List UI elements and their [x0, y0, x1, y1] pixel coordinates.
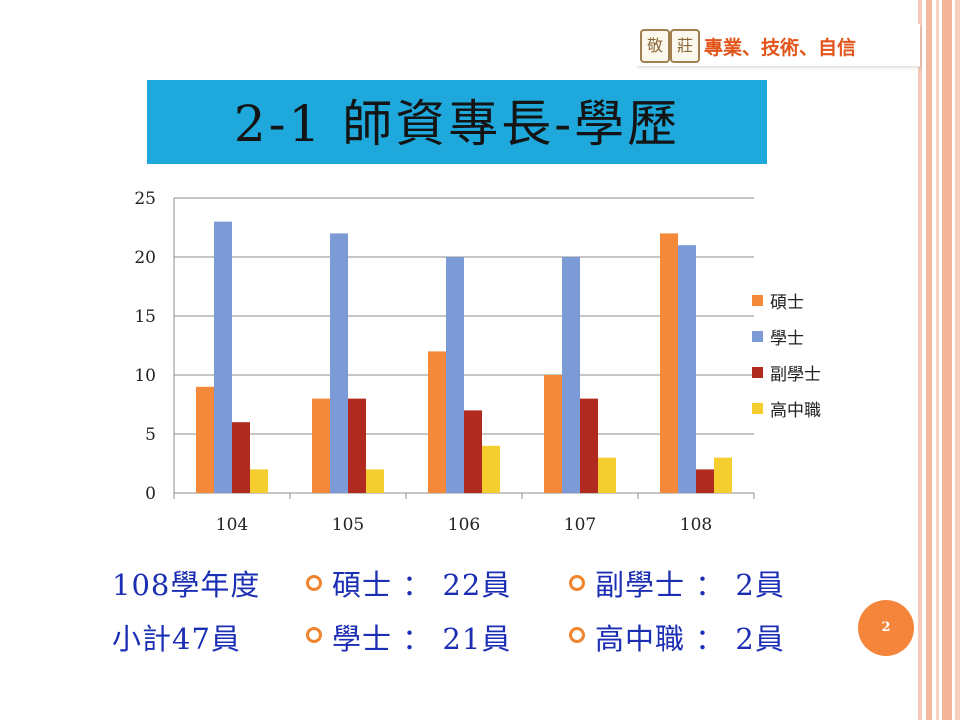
bar: [580, 398, 598, 493]
bar: [714, 457, 732, 493]
bar: [696, 469, 714, 493]
bar: [598, 457, 616, 493]
bar: [232, 422, 250, 493]
summary-item-master: 碩士 ： 22員: [332, 568, 512, 602]
bar: [214, 221, 232, 493]
summary-year: 108學年度: [112, 568, 261, 602]
bar: [464, 410, 482, 493]
y-tick-label: 20: [134, 248, 156, 268]
bar: [678, 245, 696, 493]
logo-seal-left: 敬: [640, 29, 670, 63]
bar: [428, 351, 446, 493]
page-number: 2: [858, 600, 914, 656]
bar: [482, 445, 500, 493]
title-banner: 2-1 師資專長-學歷: [147, 80, 767, 164]
legend-label: 副學士: [770, 365, 821, 385]
y-tick-label: 5: [145, 425, 156, 445]
legend-swatch: [752, 295, 763, 306]
legend-swatch: [752, 403, 763, 414]
y-tick-label: 15: [134, 307, 156, 327]
bar: [312, 398, 330, 493]
bar: [196, 386, 214, 493]
bar: [348, 398, 366, 493]
decorative-stripes: [918, 0, 960, 720]
summary-item-associate: 副學士 ： 2員: [595, 568, 785, 602]
y-tick-label: 0: [145, 484, 156, 504]
x-tick-label: 106: [448, 515, 480, 535]
logo-banner: 敬 莊 專業、技術、自信: [636, 24, 920, 67]
x-tick-label: 108: [680, 515, 712, 535]
y-tick-label: 10: [134, 366, 156, 386]
legend-swatch: [752, 331, 763, 342]
bar: [366, 469, 384, 493]
x-tick-label: 107: [564, 515, 596, 535]
summary-item-bachelor: 學士 ： 21員: [332, 622, 512, 656]
x-tick-label: 105: [332, 515, 364, 535]
summary-item-highschool: 高中職 ： 2員: [595, 622, 785, 656]
bar: [446, 257, 464, 493]
bar: [250, 469, 268, 493]
bar: [544, 375, 562, 493]
bullet-icon: [306, 627, 322, 643]
legend-swatch: [752, 367, 763, 378]
bar: [562, 257, 580, 493]
bar: [330, 233, 348, 493]
summary-subtotal: 小計47員: [112, 622, 241, 656]
bar: [660, 233, 678, 493]
logo-motto: 專業、技術、自信: [704, 37, 857, 59]
page-title: 2-1 師資專長-學歷: [233, 95, 681, 153]
bullet-icon: [306, 575, 322, 591]
bullet-icon: [569, 575, 585, 591]
x-tick-label: 104: [216, 515, 248, 535]
legend-label: 碩士: [770, 293, 804, 313]
legend-label: 高中職: [770, 401, 821, 421]
bullet-icon: [569, 627, 585, 643]
legend-label: 學士: [770, 329, 804, 349]
logo-seal-right: 莊: [670, 29, 700, 63]
y-tick-label: 25: [134, 189, 156, 209]
